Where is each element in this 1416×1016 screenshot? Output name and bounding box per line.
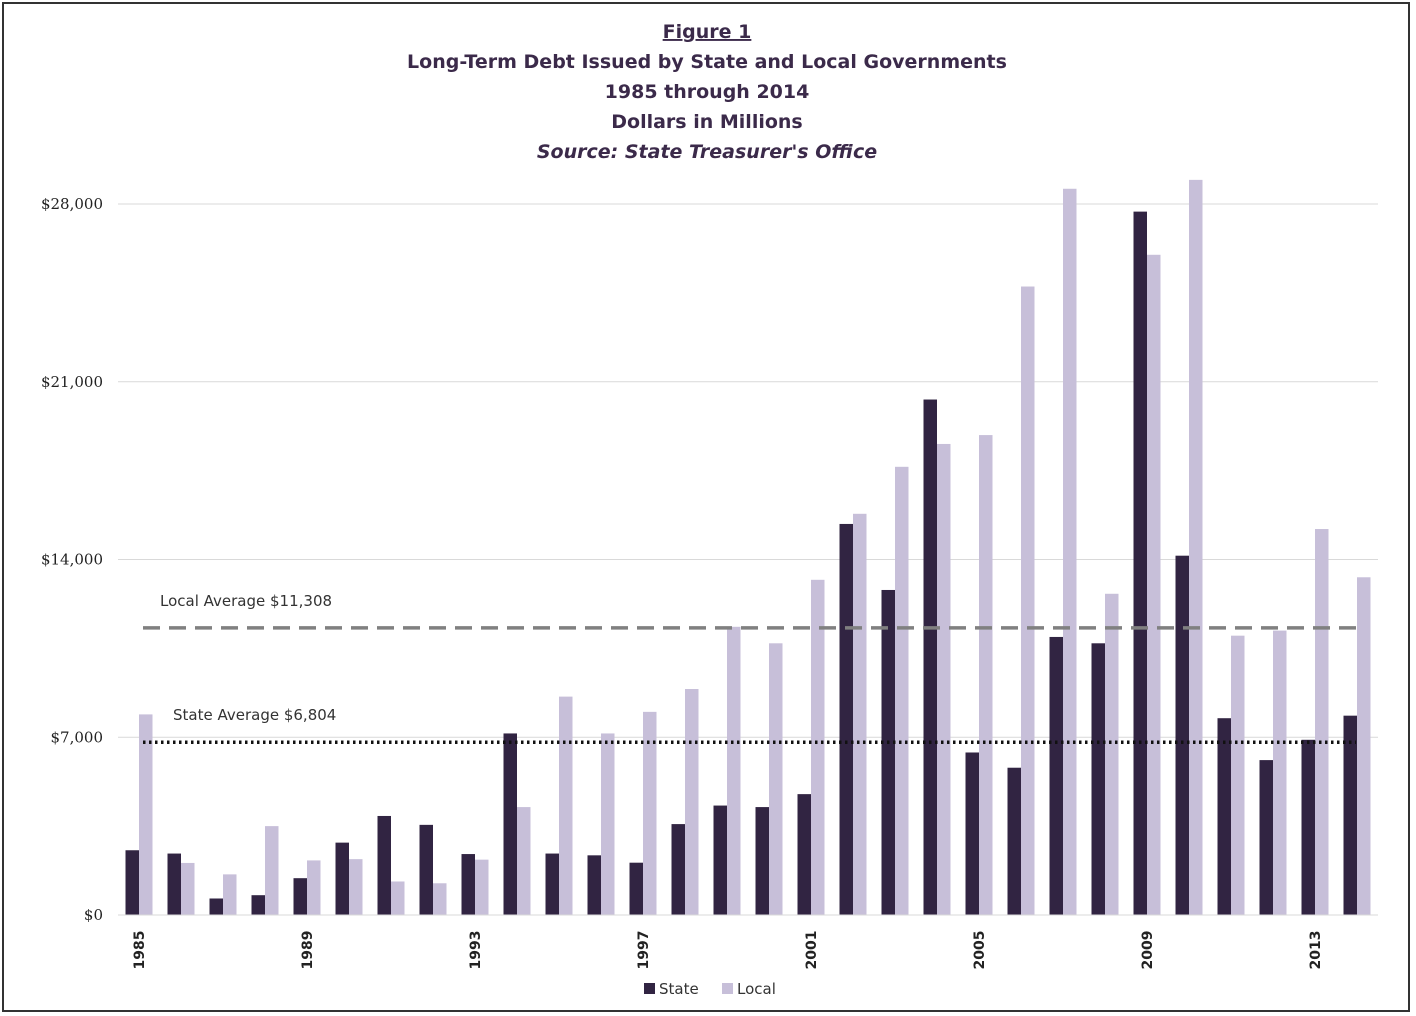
y-axis-tick-labels: $0 $7,000 $14,000 $21,000 $28,000 (41, 195, 103, 924)
bar-local-2009 (1147, 254, 1161, 916)
x-tick-label: 1989 (300, 931, 316, 970)
bar-local-1990 (349, 859, 363, 915)
bar-local-1989 (307, 860, 321, 915)
bar-local-1985 (139, 714, 153, 915)
bar-state-1998 (671, 824, 685, 915)
title-line-3: 1985 through 2014 (605, 81, 810, 103)
bar-state-1995 (545, 853, 559, 915)
bar-state-1997 (629, 862, 643, 915)
title-line-4: Dollars in Millions (611, 111, 802, 133)
bar-state-1999 (713, 805, 727, 915)
bar-state-2006 (1007, 767, 1021, 915)
bar-state-2000 (755, 807, 769, 915)
bar-state-2013 (1301, 739, 1315, 915)
bar-local-1999 (727, 626, 741, 915)
legend-swatch-state (644, 983, 655, 994)
average-lines: Local Average $11,308 State Average $6,80… (143, 592, 1356, 744)
bar-state-1989 (293, 878, 307, 915)
bar-state-2005 (965, 752, 979, 915)
bar-local-2001 (811, 579, 825, 915)
bar-state-1986 (167, 853, 181, 915)
bar-local-2007 (1063, 188, 1077, 915)
bar-state-1985 (125, 850, 139, 915)
x-tick-label: 1993 (468, 931, 484, 970)
bar-local-1997 (643, 711, 657, 915)
title-line-5: Source: State Treasurer's Office (537, 141, 877, 163)
bar-local-1992 (433, 883, 447, 915)
y-tick-label: $28,000 (41, 195, 103, 213)
bar-local-2005 (979, 435, 993, 915)
y-tick-label: $0 (84, 906, 103, 924)
bar-local-1986 (181, 862, 195, 915)
x-tick-label: 1985 (132, 931, 148, 970)
bar-state-2009 (1133, 211, 1147, 915)
bar-state-1992 (419, 824, 433, 915)
chart-title: Figure 1 Long-Term Debt Issued by State a… (407, 21, 1007, 163)
title-line-2: Long-Term Debt Issued by State and Local… (407, 51, 1007, 73)
title-line-1: Figure 1 (663, 21, 752, 43)
bar-local-2010 (1189, 179, 1203, 916)
y-tick-label: $14,000 (41, 551, 103, 569)
bar-local-2013 (1315, 529, 1329, 915)
bar-local-2000 (769, 643, 783, 915)
bar-state-2003 (881, 589, 895, 915)
bar-local-2008 (1105, 593, 1119, 915)
bar-local-2012 (1273, 630, 1287, 915)
legend-label-state: State (659, 980, 699, 998)
bar-local-1995 (559, 696, 573, 915)
bar-state-1990 (335, 842, 349, 915)
bar-local-2011 (1231, 635, 1245, 915)
x-tick-label: 2001 (804, 931, 820, 970)
bar-state-1988 (251, 895, 265, 915)
bar-local-1998 (685, 689, 699, 915)
bar-state-1991 (377, 815, 391, 915)
local-average-label: Local Average $11,308 (160, 592, 332, 610)
y-tick-label: $21,000 (41, 373, 103, 391)
bar-state-2004 (923, 399, 937, 915)
bar-state-1993 (461, 854, 475, 915)
bar-state-1987 (209, 898, 223, 915)
bar-state-2007 (1049, 636, 1063, 915)
bar-local-2002 (853, 513, 867, 915)
bar-state-1996 (587, 855, 601, 915)
bar-local-1993 (475, 859, 489, 915)
bar-local-1987 (223, 874, 237, 915)
bar-local-2014 (1357, 577, 1371, 915)
bar-local-1988 (265, 826, 279, 915)
bar-state-2014 (1343, 715, 1357, 915)
x-tick-label: 1997 (636, 931, 652, 970)
gridlines (118, 203, 1378, 738)
x-tick-label: 2009 (1140, 931, 1156, 970)
bar-local-1994 (517, 807, 531, 915)
legend-swatch-local (722, 983, 733, 994)
bar-state-2012 (1259, 760, 1273, 915)
bar-state-2001 (797, 794, 811, 915)
x-tick-label: 2013 (1308, 931, 1324, 970)
x-tick-label: 2005 (972, 931, 988, 970)
legend-label-local: Local (737, 980, 776, 998)
y-tick-label: $7,000 (51, 728, 104, 746)
x-axis-tick-labels: 1985 1989 1993 1997 2001 2005 2009 2013 (132, 931, 1324, 970)
bar-local-2003 (895, 466, 909, 915)
bar-state-2002 (839, 523, 853, 915)
bar-state-2008 (1091, 643, 1105, 915)
legend: State Local (644, 980, 776, 998)
bar-local-2004 (937, 443, 951, 915)
bar-state-2011 (1217, 718, 1231, 915)
bar-local-1991 (391, 881, 405, 915)
bar-state-1994 (503, 733, 517, 915)
bar-local-2006 (1021, 286, 1035, 915)
bars (125, 179, 1371, 916)
bar-state-2010 (1175, 555, 1189, 915)
state-average-label: State Average $6,804 (173, 706, 336, 724)
bar-local-1996 (601, 733, 615, 915)
